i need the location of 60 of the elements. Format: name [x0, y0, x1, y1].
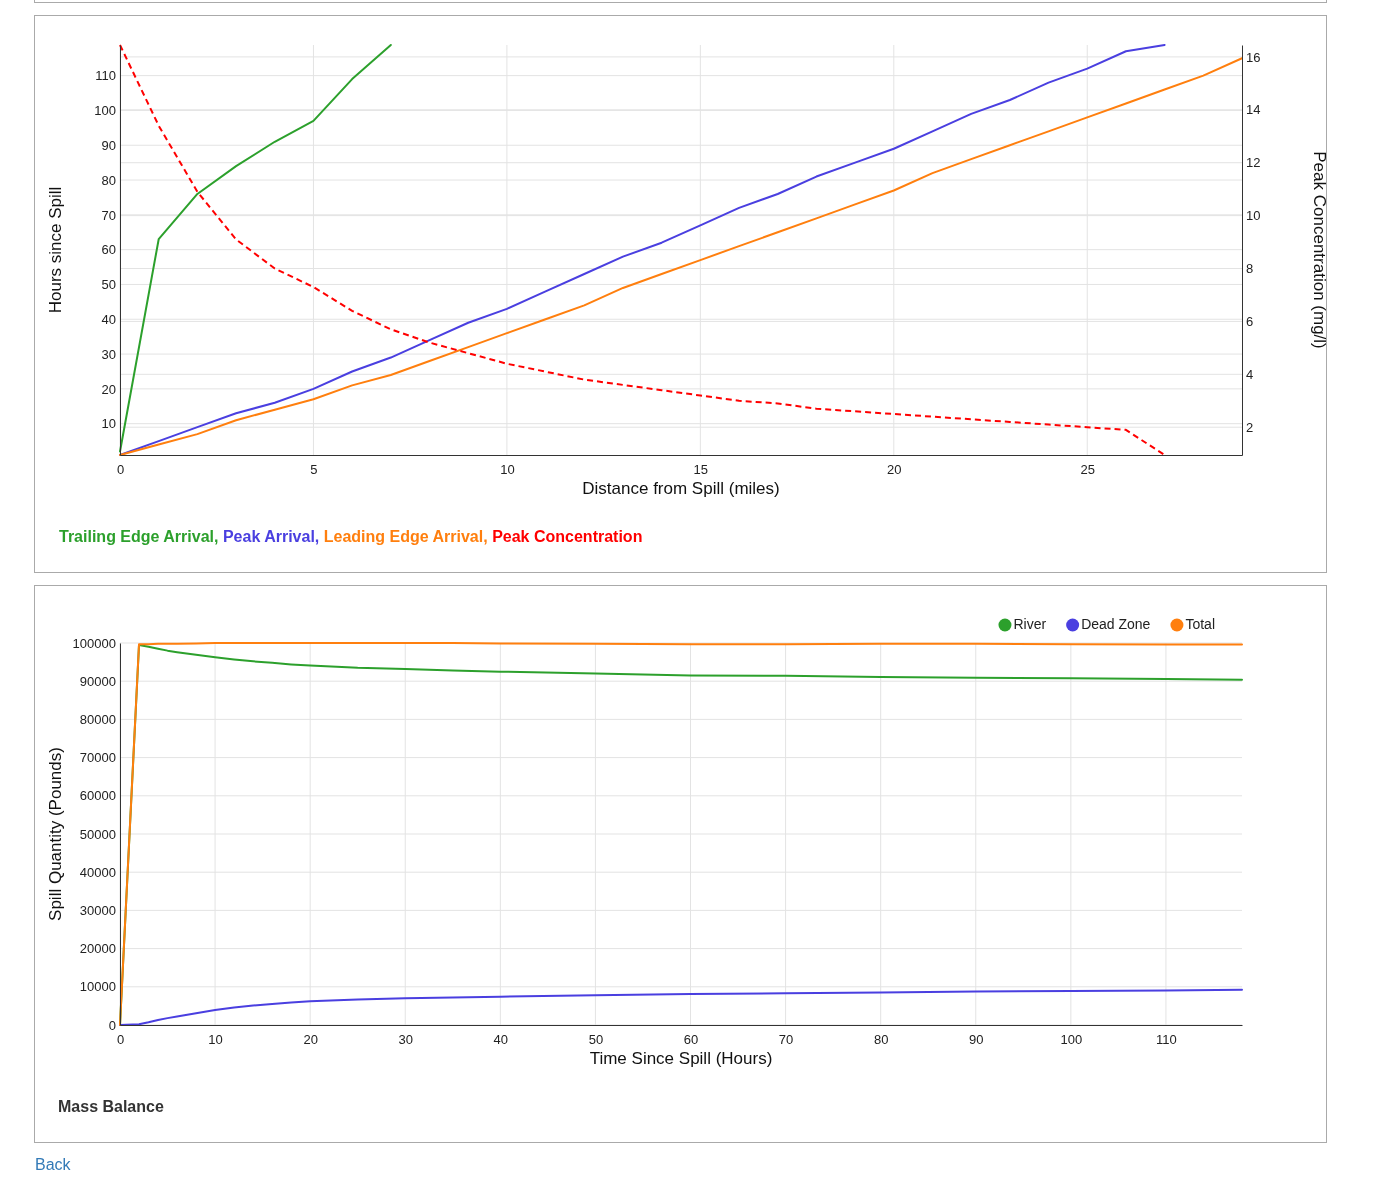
y-tick-label: 80000: [79, 712, 116, 728]
y-axis-title: Hours since Spill: [46, 186, 66, 314]
x-tick-label: 10: [500, 462, 515, 478]
y-tick-label: 60: [101, 242, 116, 258]
x-tick-label: 40: [493, 1032, 509, 1048]
y-tick-label: 70000: [79, 750, 116, 766]
x-tick-label: 80: [873, 1032, 889, 1048]
x-tick-label: 20: [887, 462, 902, 478]
text: Trailing Edge Arrival,: [59, 528, 219, 546]
x-axis-title: Time Since Spill (Hours): [589, 1049, 773, 1069]
x-tick-label: 50: [588, 1032, 604, 1048]
y-tick-label: 100: [94, 103, 116, 119]
y-tick-label: 110: [95, 68, 116, 84]
text: Peak Arrival,: [222, 528, 320, 546]
y-tick-label: 0: [108, 1017, 116, 1033]
y-tick-label: 20000: [79, 941, 116, 957]
x-tick-label: 60: [683, 1032, 699, 1048]
y-tick-label: 80: [101, 172, 116, 188]
y2-tick-label: 12: [1246, 155, 1261, 171]
text: Back: [35, 1156, 71, 1174]
y-tick-label: 60000: [79, 788, 116, 804]
y-axis-title: Spill Quantity (Pounds): [46, 747, 66, 921]
legend-label: Dead Zone: [1081, 615, 1151, 632]
x-tick-label: 5: [310, 462, 318, 478]
y-tick-label: 50000: [79, 826, 116, 842]
y2-tick-label: 6: [1246, 314, 1254, 330]
y-tick-label: 50: [101, 277, 116, 293]
text: Leading Edge Arrival,: [323, 528, 488, 546]
y2-tick-label: 10: [1246, 208, 1261, 224]
y2-tick-label: 8: [1246, 261, 1254, 277]
y2-tick-label: 2: [1246, 419, 1254, 435]
text: Mass Balance: [58, 1098, 164, 1116]
y-tick-label: 100000: [72, 635, 116, 651]
y2-tick-label: 16: [1246, 49, 1261, 65]
y2-tick-label: 14: [1246, 102, 1261, 118]
x-tick-label: 110: [1156, 1032, 1177, 1048]
y-tick-label: 20: [101, 381, 116, 397]
x-tick-label: 30: [398, 1032, 413, 1048]
y-tick-label: 10000: [79, 979, 116, 995]
x-tick-label: 25: [1080, 462, 1095, 478]
text: Peak Concentration: [492, 528, 643, 546]
y-tick-label: 30000: [79, 903, 116, 919]
y-tick-label: 40000: [79, 864, 116, 880]
y-tick-label: 90000: [79, 673, 116, 689]
x-tick-label: 100: [1060, 1032, 1083, 1048]
y2-tick-label: 4: [1246, 366, 1254, 382]
legend-label: Total: [1185, 615, 1215, 632]
y-tick-label: 30: [101, 346, 116, 362]
x-tick-label: 20: [303, 1032, 318, 1048]
y-tick-label: 70: [101, 207, 116, 223]
y2-axis-title: Peak Concentration (mg/l): [1309, 151, 1329, 349]
y-tick-label: 90: [101, 137, 116, 153]
x-tick-label: 90: [969, 1032, 984, 1048]
y-tick-label: 40: [101, 311, 116, 327]
legend-label: River: [1013, 615, 1047, 632]
x-tick-label: 10: [208, 1032, 223, 1048]
x-tick-label: 70: [778, 1032, 794, 1048]
x-tick-label: 15: [693, 462, 709, 478]
y-tick-label: 10: [101, 416, 116, 432]
x-axis-title: Distance from Spill (miles): [582, 479, 780, 499]
